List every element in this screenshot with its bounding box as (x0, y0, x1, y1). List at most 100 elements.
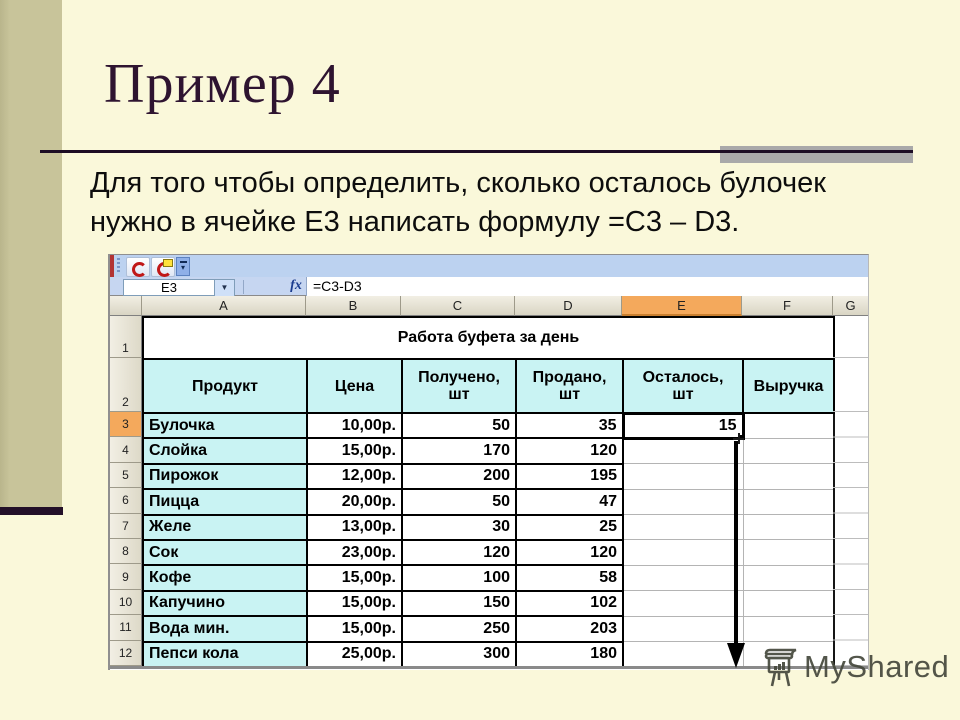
row-header-6[interactable]: 6 (110, 488, 142, 514)
row-header-11[interactable]: 11 (110, 615, 142, 641)
cell-received[interactable]: 200 (401, 462, 517, 491)
row-header-10[interactable]: 10 (110, 589, 142, 616)
column-header-F[interactable]: F (742, 296, 833, 316)
cell-received[interactable]: 30 (401, 513, 517, 541)
row-header-3[interactable]: 3 (110, 412, 142, 438)
toolbar-options-button[interactable]: ▾ (176, 257, 190, 276)
cell-sold[interactable]: 25 (515, 513, 624, 541)
cell-product[interactable]: Булочка (142, 411, 308, 440)
name-box[interactable]: E3 (123, 279, 215, 296)
cell-left[interactable] (623, 539, 744, 566)
cell-received[interactable]: 50 (401, 488, 517, 516)
row-header-1[interactable]: 1 (110, 316, 142, 358)
cell-received[interactable]: 150 (401, 589, 517, 618)
cell-product[interactable]: Капучино (142, 589, 308, 618)
table-row: Слойка 15,00р. 170 120 (142, 437, 836, 465)
cell-sold[interactable]: 120 (515, 437, 624, 465)
cell-left[interactable] (623, 616, 744, 643)
cell-revenue[interactable] (743, 565, 836, 592)
cell-sold[interactable]: 102 (515, 589, 624, 618)
cell-product[interactable]: Желе (142, 513, 308, 541)
cell-price[interactable]: 13,00р. (306, 513, 403, 541)
cell-product[interactable]: Пицца (142, 488, 308, 516)
row-header-5[interactable]: 5 (110, 462, 142, 489)
row-header-4[interactable]: 4 (110, 437, 142, 463)
cell-left[interactable] (623, 463, 744, 490)
cell-price[interactable]: 10,00р. (306, 411, 403, 440)
cell-price[interactable]: 23,00р. (306, 538, 403, 567)
header-price[interactable]: Цена (306, 358, 403, 414)
insert-function-icon[interactable]: fx (290, 278, 302, 293)
header-revenue[interactable]: Выручка (741, 358, 836, 414)
cell-product[interactable]: Пирожок (142, 462, 308, 491)
cell-price[interactable]: 15,00р. (306, 615, 403, 643)
row-header-2[interactable]: 2 (110, 358, 142, 412)
formula-input[interactable]: =C3-D3 (306, 277, 868, 296)
header-product[interactable]: Продукт (142, 358, 308, 414)
row-header-9[interactable]: 9 (110, 564, 142, 590)
cell-received[interactable]: 300 (401, 640, 517, 668)
column-header-A[interactable]: A (142, 296, 306, 316)
column-header-G[interactable]: G (833, 296, 868, 316)
cell-product[interactable]: Вода мин. (142, 615, 308, 643)
cell-sold[interactable]: 195 (515, 462, 624, 491)
cell-left[interactable] (623, 489, 744, 516)
cell-received[interactable]: 120 (401, 538, 517, 567)
sheet-title-cell[interactable]: Работа буфета за день (141, 316, 836, 360)
cell-sold[interactable]: 203 (515, 615, 624, 643)
formula-bar: E3 ▼ fx =C3-D3 (110, 277, 868, 298)
cell-revenue[interactable] (743, 438, 836, 465)
select-all-corner[interactable] (110, 296, 142, 316)
toolbar-grip-handle[interactable] (117, 258, 120, 274)
cell-revenue[interactable] (743, 463, 836, 490)
row-header-7[interactable]: 7 (110, 513, 142, 539)
cell-sold[interactable]: 47 (515, 488, 624, 516)
gridline (833, 411, 868, 412)
cell-price[interactable]: 15,00р. (306, 589, 403, 618)
cell-revenue[interactable] (743, 514, 836, 541)
fill-handle-cursor-icon[interactable] (733, 433, 744, 444)
column-header-E[interactable]: E (622, 296, 742, 316)
cell-sold[interactable]: 35 (515, 411, 624, 440)
cell-price[interactable]: 15,00р. (306, 437, 403, 465)
convert-to-pdf-button[interactable] (126, 257, 150, 277)
cell-left[interactable] (623, 565, 744, 592)
cell-left[interactable] (623, 514, 744, 541)
cell-revenue[interactable] (743, 590, 836, 617)
column-headers: A B C D E F G (110, 296, 868, 316)
cell-product[interactable]: Кофе (142, 564, 308, 592)
cell-left[interactable] (623, 590, 744, 617)
column-header-D[interactable]: D (515, 296, 622, 316)
column-header-C[interactable]: C (401, 296, 515, 316)
cell-received[interactable]: 250 (401, 615, 517, 643)
row-header-8[interactable]: 8 (110, 538, 142, 565)
header-left[interactable]: Осталось, шт (622, 358, 744, 414)
cell-received[interactable]: 100 (401, 564, 517, 592)
header-sold[interactable]: Продано, шт (515, 358, 624, 414)
cell-product[interactable]: Сок (142, 538, 308, 567)
cell-E3-selected[interactable]: 15 (621, 411, 745, 440)
cell-left[interactable] (623, 438, 744, 465)
cell-price[interactable]: 25,00р. (306, 640, 403, 668)
cell-price[interactable]: 15,00р. (306, 564, 403, 592)
excel-toolbar: ▾ (110, 255, 868, 277)
cell-revenue[interactable] (743, 413, 836, 439)
cell-product[interactable]: Пепси кола (142, 640, 308, 668)
cell-product[interactable]: Слойка (142, 437, 308, 465)
header-received[interactable]: Получено, шт (401, 358, 517, 414)
cell-sold[interactable]: 58 (515, 564, 624, 592)
cell-sold[interactable]: 120 (515, 538, 624, 567)
cell-sold[interactable]: 180 (515, 640, 624, 668)
cell-received[interactable]: 50 (401, 411, 517, 440)
column-header-B[interactable]: B (306, 296, 401, 316)
excel-screenshot: ▾ E3 ▼ fx =C3-D3 A B C D E F G 1 2 3 4 5 (108, 254, 869, 670)
cell-received[interactable]: 170 (401, 437, 517, 465)
cell-revenue[interactable] (743, 539, 836, 566)
cell-price[interactable]: 20,00р. (306, 488, 403, 516)
cell-revenue[interactable] (743, 489, 836, 516)
cell-left[interactable] (623, 641, 744, 668)
row-header-12[interactable]: 12 (110, 640, 142, 666)
cell-revenue[interactable] (743, 616, 836, 643)
cell-price[interactable]: 12,00р. (306, 462, 403, 491)
convert-to-pdf-email-button[interactable] (151, 257, 175, 277)
